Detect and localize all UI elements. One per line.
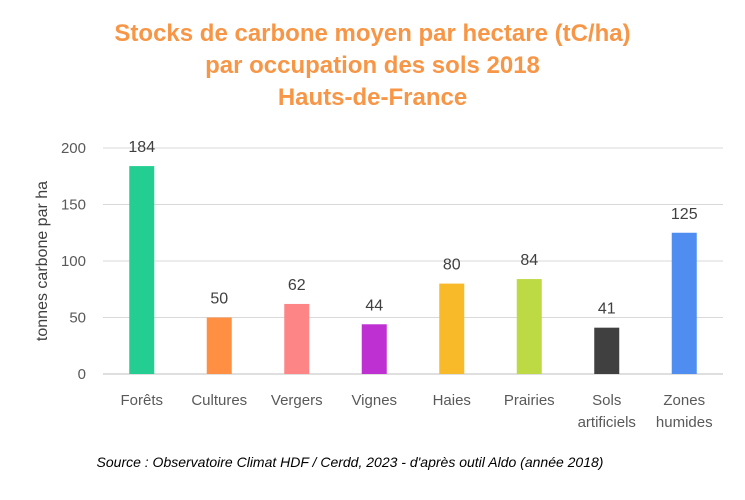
data-label: 62 bbox=[288, 277, 306, 294]
bar bbox=[284, 303, 310, 374]
x-tick-label: Vignes bbox=[351, 392, 397, 409]
x-tick-label: Prairies bbox=[504, 392, 555, 409]
bar bbox=[516, 279, 542, 374]
y-tick-label: 100 bbox=[61, 253, 86, 270]
bar bbox=[206, 317, 232, 374]
y-tick-label: 200 bbox=[61, 140, 86, 157]
bar bbox=[671, 232, 697, 374]
bar bbox=[594, 327, 620, 374]
data-label: 125 bbox=[671, 206, 698, 223]
x-tick-label: Sols bbox=[592, 392, 621, 409]
data-label: 84 bbox=[520, 252, 538, 269]
x-tick-label: Forêts bbox=[120, 392, 163, 409]
x-tick-label: Zones bbox=[663, 392, 705, 409]
x-tick-label: Cultures bbox=[191, 392, 247, 409]
y-tick-label: 50 bbox=[69, 310, 86, 327]
data-label: 44 bbox=[365, 297, 383, 314]
data-label: 80 bbox=[443, 257, 461, 274]
x-tick-label: artificiels bbox=[578, 414, 636, 431]
data-label: 184 bbox=[128, 139, 155, 156]
y-axis-label: tonnes carbone par ha bbox=[34, 181, 51, 341]
bar bbox=[439, 283, 465, 374]
data-label: 50 bbox=[210, 291, 228, 308]
chart-title-line-3: Hauts-de-France bbox=[277, 84, 468, 111]
source-note: Source : Observatoire Climat HDF / Cerdd… bbox=[96, 454, 604, 470]
chart-title-line-2: par occupation des sols 2018 bbox=[205, 52, 540, 79]
x-tick-label: Vergers bbox=[271, 392, 323, 409]
bar bbox=[129, 166, 155, 374]
bar bbox=[361, 324, 387, 374]
chart-title-line-1: Stocks de carbone moyen par hectare (tC/… bbox=[114, 20, 631, 47]
data-label: 41 bbox=[598, 301, 616, 318]
x-tick-label: Haies bbox=[433, 392, 471, 409]
chart-title: Stocks de carbone moyen par hectare (tC/… bbox=[0, 18, 745, 114]
y-tick-label: 0 bbox=[78, 366, 86, 383]
y-tick-label: 150 bbox=[61, 197, 86, 214]
x-tick-label: humides bbox=[656, 414, 713, 431]
